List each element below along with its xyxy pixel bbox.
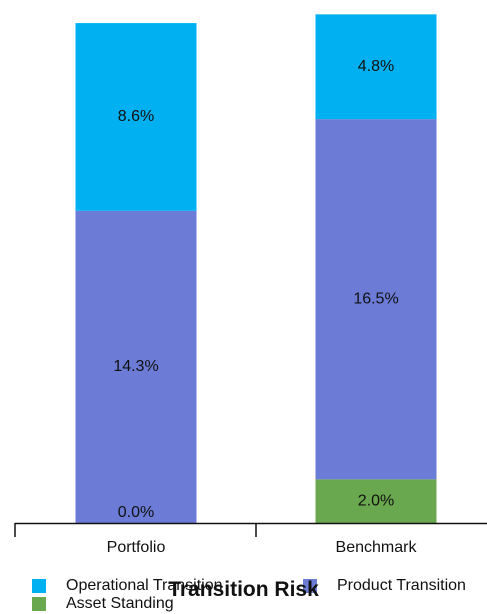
legend-swatch-operational <box>32 579 46 593</box>
bar-product-transition-portfolio <box>75 210 197 523</box>
legend-swatch-asset <box>32 597 46 611</box>
x-tick-label-benchmark: Benchmark <box>336 539 418 556</box>
bars-group <box>75 14 437 523</box>
x-tick-label-portfolio: Portfolio <box>107 539 166 556</box>
bar-operational-transition-portfolio <box>75 23 197 211</box>
chart-title: Transition Risk <box>168 578 319 601</box>
data-label-asset-standing-portfolio: 0.0% <box>118 504 154 521</box>
legend-label-asset: Asset Standing <box>66 595 174 612</box>
data-label-asset-standing-benchmark: 2.0% <box>358 492 394 509</box>
data-label-operational-transition-benchmark: 4.8% <box>358 58 394 75</box>
x-axis: Portfolio Benchmark <box>14 522 487 556</box>
legend-label-operational: Operational Transition <box>66 577 223 594</box>
segment-labels-group: 0.0% 14.3% 8.6% 2.0% 16.5% 4.8% <box>113 58 398 521</box>
data-label-product-transition-portfolio: 14.3% <box>113 358 158 375</box>
legend-label-product: Product Transition <box>337 577 466 594</box>
bar-operational-transition-benchmark <box>315 14 437 120</box>
legend-swatch-product <box>303 579 317 593</box>
bar-product-transition-benchmark <box>315 119 437 480</box>
data-label-operational-transition-portfolio: 8.6% <box>118 108 154 125</box>
data-label-product-transition-benchmark: 16.5% <box>353 290 398 307</box>
bar-asset-standing-benchmark <box>315 479 437 523</box>
